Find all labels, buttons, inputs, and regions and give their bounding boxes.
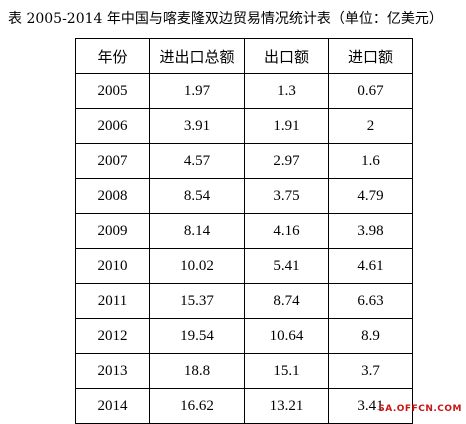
- table-row: 2013 18.8 15.1 3.7: [75, 353, 413, 389]
- header-year: 年份: [75, 38, 150, 74]
- year-cell: 2013: [75, 353, 150, 389]
- table-row: 2005 1.97 1.3 0.67: [75, 73, 413, 109]
- header-total: 进出口总额: [149, 38, 245, 74]
- total-cell: 3.91: [149, 108, 245, 144]
- import-cell: 4.79: [328, 178, 413, 214]
- export-cell: 2.97: [244, 143, 329, 179]
- import-cell: 4.61: [328, 248, 413, 284]
- export-cell: 3.75: [244, 178, 329, 214]
- header-import: 进口额: [328, 38, 413, 74]
- year-cell: 2012: [75, 318, 150, 354]
- table-row: 2014 16.62 13.21 3.41: [75, 388, 413, 424]
- table-row: 2009 8.14 4.16 3.98: [75, 213, 413, 249]
- table-caption: 表 2005-2014 年中国与喀麦隆双边贸易情况统计表（单位：亿美元）: [8, 11, 443, 27]
- total-cell: 8.14: [149, 213, 245, 249]
- import-cell: 8.9: [328, 318, 413, 354]
- export-cell: 1.91: [244, 108, 329, 144]
- year-cell: 2006: [75, 108, 150, 144]
- export-cell: 5.41: [244, 248, 329, 284]
- table-row: 2006 3.91 1.91 2: [75, 108, 413, 144]
- year-cell: 2011: [75, 283, 150, 319]
- export-cell: 13.21: [244, 388, 329, 424]
- year-cell: 2014: [75, 388, 150, 424]
- total-cell: 1.97: [149, 73, 245, 109]
- header-export: 出口额: [244, 38, 329, 74]
- export-cell: 15.1: [244, 353, 329, 389]
- table-row: 2007 4.57 2.97 1.6: [75, 143, 413, 179]
- year-cell: 2005: [75, 73, 150, 109]
- table-row: 2011 15.37 8.74 6.63: [75, 283, 413, 319]
- total-cell: 15.37: [149, 283, 245, 319]
- year-cell: 2010: [75, 248, 150, 284]
- import-cell: 2: [328, 108, 413, 144]
- import-cell: 3.7: [328, 353, 413, 389]
- total-cell: 10.02: [149, 248, 245, 284]
- year-cell: 2008: [75, 178, 150, 214]
- import-cell: 6.63: [328, 283, 413, 319]
- total-cell: 8.54: [149, 178, 245, 214]
- total-cell: 19.54: [149, 318, 245, 354]
- export-cell: 10.64: [244, 318, 329, 354]
- export-cell: 4.16: [244, 213, 329, 249]
- export-cell: 1.3: [244, 73, 329, 109]
- total-cell: 18.8: [149, 353, 245, 389]
- total-cell: 4.57: [149, 143, 245, 179]
- total-cell: 16.62: [149, 388, 245, 424]
- table-row: 2010 10.02 5.41 4.61: [75, 248, 413, 284]
- import-cell: 1.6: [328, 143, 413, 179]
- export-cell: 8.74: [244, 283, 329, 319]
- year-cell: 2007: [75, 143, 150, 179]
- table-header-row: 年份 进出口总额 出口额 进口额: [75, 38, 413, 74]
- table-row: 2012 19.54 10.64 8.9: [75, 318, 413, 354]
- site-watermark: SA.OFFCN.COM: [378, 404, 462, 414]
- table-row: 2008 8.54 3.75 4.79: [75, 178, 413, 214]
- year-cell: 2009: [75, 213, 150, 249]
- trade-table: 年份 进出口总额 出口额 进口额 2005 1.97 1.3 0.67 2006…: [75, 38, 413, 424]
- import-cell: 0.67: [328, 73, 413, 109]
- import-cell: 3.98: [328, 213, 413, 249]
